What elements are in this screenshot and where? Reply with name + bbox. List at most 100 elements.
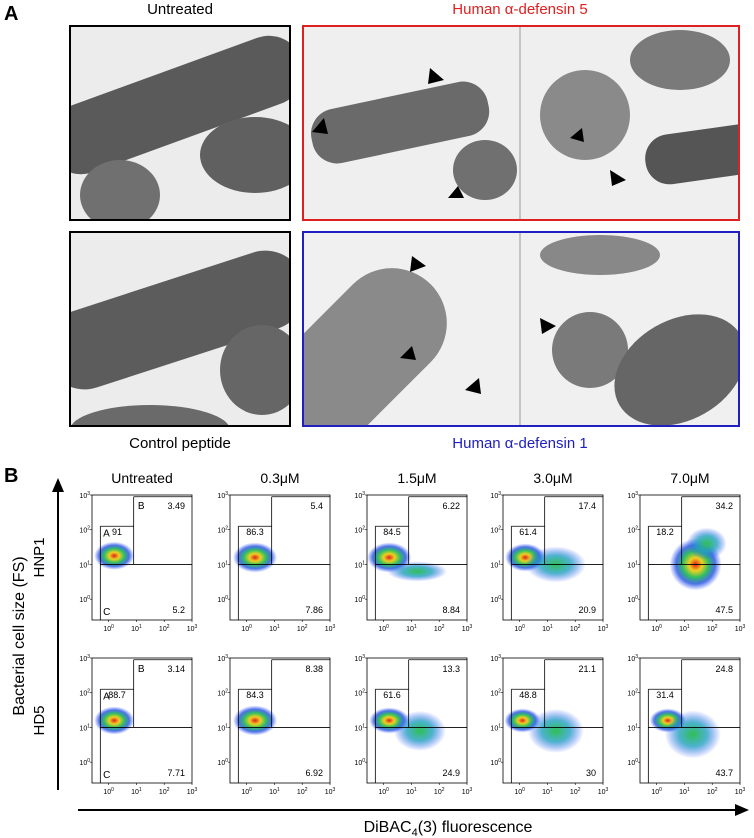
x-tick-label: 102 [434, 624, 445, 633]
gate-value: 24.8 [716, 664, 734, 674]
density [686, 527, 727, 560]
x-tick-label: 102 [159, 624, 170, 633]
flow-plot: 18.2 34.2 47.5 100 100 101 101 102 102 103 103 [627, 491, 745, 633]
x-tick-label: 101 [269, 787, 280, 796]
panel-title: Human α-defensin 1 [452, 435, 587, 452]
gate-value: 31.4 [656, 690, 674, 700]
arrow-head [52, 478, 64, 492]
gate-value: 5.2 [173, 605, 186, 615]
gate-value: 13.3 [443, 664, 461, 674]
y-tick-label: 101 [627, 723, 638, 732]
plot-frame [502, 657, 604, 784]
plot-frame [639, 494, 741, 621]
x-tick-label: 103 [325, 787, 336, 796]
gate-value: 8.38 [306, 664, 324, 674]
x-tick-label: 100 [514, 787, 525, 796]
plot-frame [502, 494, 604, 621]
x-tick-label: 103 [325, 624, 336, 633]
panel-label: A [4, 3, 18, 25]
x-tick-label: 101 [542, 787, 553, 796]
gate-value: 61.4 [519, 527, 537, 537]
y-tick-label: 102 [79, 689, 90, 698]
density [233, 705, 277, 736]
density [527, 708, 584, 753]
y-tick-label: 102 [79, 526, 90, 535]
dot-cloud [505, 543, 586, 583]
column-header: Untreated [111, 470, 172, 486]
column-header: 3.0μM [533, 470, 572, 486]
y-tick-label: 101 [354, 560, 365, 569]
plot-frame [366, 494, 468, 621]
y-tick-label: 103 [627, 654, 638, 663]
flow-plot: 84.5 6.22 8.84 100 100 101 101 102 102 103 103 [354, 491, 472, 633]
y-tick-label: 100 [217, 758, 228, 767]
y-tick-label: 102 [354, 689, 365, 698]
x-tick-label: 103 [462, 787, 473, 796]
gate-value: 20.9 [579, 605, 597, 615]
gate-value: 86.3 [246, 527, 264, 537]
y-tick-label: 100 [627, 595, 638, 604]
dot-cloud [504, 708, 584, 753]
micrograph [70, 26, 290, 220]
dot-cloud [233, 705, 277, 736]
x-tick-label: 101 [269, 624, 280, 633]
x-tick-label: 100 [651, 624, 662, 633]
gate-value: 7.86 [306, 605, 324, 615]
gate-value: 21.1 [579, 664, 597, 674]
x-tick-label: 102 [434, 787, 445, 796]
density [233, 542, 277, 573]
y-tick-label: 101 [217, 723, 228, 732]
micrograph-frame [302, 25, 740, 221]
column-header: 0.3μM [260, 470, 299, 486]
plot-frame [639, 657, 741, 784]
plot-frame [91, 657, 193, 784]
gate-letter: B [138, 664, 145, 675]
x-tick-label: 102 [570, 624, 581, 633]
gate-value: 84.5 [383, 527, 401, 537]
arrow-head [735, 804, 749, 816]
y-tick-label: 102 [627, 689, 638, 698]
gate-value: 17.4 [579, 501, 597, 511]
y-tick-label: 101 [627, 560, 638, 569]
plot-frame [229, 494, 331, 621]
panel-title: Control peptide [129, 435, 231, 452]
x-tick-label: 102 [297, 787, 308, 796]
x-tick-label: 103 [735, 624, 746, 633]
x-tick-label: 101 [406, 787, 417, 796]
y-tick-label: 102 [354, 526, 365, 535]
panel-title: Human α-defensin 5 [452, 1, 587, 18]
flow-plot: 88.7 3.14 7.71 A B C 100 100 101 101 102 102 103 103 [79, 654, 197, 796]
gate-value: 61.6 [383, 690, 401, 700]
plot-frame [229, 657, 331, 784]
x-tick-label: 102 [707, 624, 718, 633]
gate-value: 43.7 [716, 768, 734, 778]
y-tick-label: 103 [490, 491, 501, 500]
gate-value: 3.49 [168, 501, 186, 511]
gate-value: 30 [586, 768, 596, 778]
y-tick-label: 100 [79, 758, 90, 767]
panel-title: Untreated [147, 1, 213, 18]
gate-value: 88.7 [108, 690, 126, 700]
x-tick-label: 103 [735, 787, 746, 796]
gate-value: 3.14 [168, 664, 186, 674]
y-tick-label: 103 [627, 491, 638, 500]
x-tick-label: 103 [598, 787, 609, 796]
y-tick-label: 100 [490, 758, 501, 767]
panel-label: B [4, 465, 18, 487]
micrograph [70, 232, 290, 426]
y-tick-label: 103 [217, 491, 228, 500]
dot-cloud [94, 541, 135, 570]
density [664, 710, 721, 759]
gate-value: 34.2 [716, 501, 734, 511]
dot-cloud [649, 708, 721, 759]
flow-plot: 61.6 13.3 24.9 100 100 101 101 102 102 103 103 [354, 654, 472, 796]
x-tick-label: 100 [378, 624, 389, 633]
gate-value: 6.92 [306, 768, 324, 778]
y-tick-label: 103 [217, 654, 228, 663]
y-tick-label: 101 [217, 560, 228, 569]
x-tick-label: 100 [378, 787, 389, 796]
flow-plot: 91 3.49 5.2 A B C 100 100 101 101 102 102 103 103 [79, 491, 197, 633]
gate-value: 6.22 [443, 501, 461, 511]
micrograph-frame [69, 25, 291, 221]
y-tick-label: 103 [354, 654, 365, 663]
